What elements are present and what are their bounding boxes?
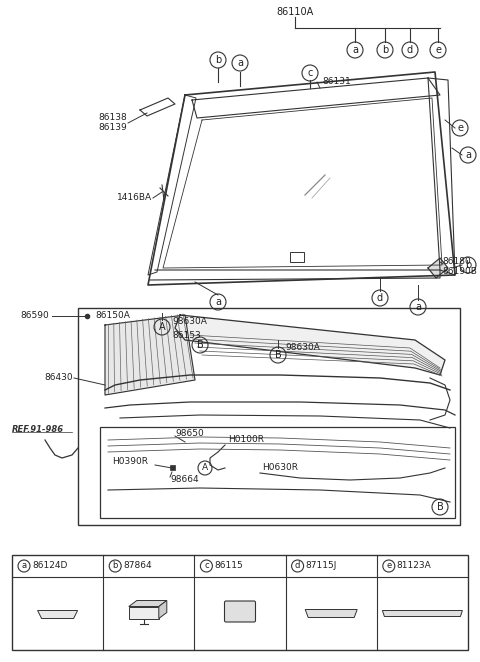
Text: 1416BA: 1416BA	[117, 193, 152, 203]
Text: e: e	[435, 45, 441, 55]
Text: 98630A: 98630A	[285, 344, 320, 352]
Polygon shape	[129, 600, 167, 606]
Text: 86110A: 86110A	[276, 7, 313, 17]
Text: a: a	[352, 45, 358, 55]
Text: 98650: 98650	[175, 428, 204, 438]
Text: 86131: 86131	[322, 77, 351, 87]
Text: e: e	[457, 123, 463, 133]
Text: 86180: 86180	[442, 258, 471, 267]
Text: d: d	[407, 45, 413, 55]
Text: H0100R: H0100R	[228, 436, 264, 444]
Text: b: b	[215, 55, 221, 65]
Text: b: b	[112, 561, 118, 571]
Text: 98664: 98664	[170, 475, 199, 485]
Text: 86153: 86153	[172, 330, 201, 340]
Text: 86124D: 86124D	[32, 561, 67, 571]
Text: d: d	[295, 561, 300, 571]
Text: 86190B: 86190B	[442, 267, 477, 277]
Polygon shape	[305, 610, 357, 618]
Text: 87115J: 87115J	[306, 561, 337, 571]
Text: c: c	[204, 561, 209, 571]
Text: b: b	[465, 260, 471, 270]
Polygon shape	[37, 610, 78, 618]
Polygon shape	[159, 600, 167, 618]
Text: e: e	[386, 561, 391, 571]
Text: c: c	[307, 68, 312, 78]
Text: A: A	[202, 463, 208, 473]
Text: H0630R: H0630R	[262, 463, 298, 473]
Text: a: a	[415, 302, 421, 312]
Text: a: a	[215, 297, 221, 307]
Text: 86115: 86115	[215, 561, 243, 571]
Text: 98630A: 98630A	[172, 318, 207, 326]
Text: 86150A: 86150A	[95, 312, 130, 320]
FancyBboxPatch shape	[225, 601, 255, 622]
Polygon shape	[428, 258, 448, 278]
Text: b: b	[382, 45, 388, 55]
Text: a: a	[22, 561, 26, 571]
Text: A: A	[159, 322, 165, 332]
Bar	[170, 465, 175, 470]
Text: 86430: 86430	[44, 373, 73, 383]
Polygon shape	[175, 315, 445, 375]
Polygon shape	[105, 315, 195, 395]
Bar	[78, 308, 460, 525]
Text: 81123A: 81123A	[397, 561, 432, 571]
Text: 86139: 86139	[98, 124, 127, 132]
Text: B: B	[275, 350, 281, 360]
Text: 86590: 86590	[20, 312, 49, 320]
Text: B: B	[197, 340, 204, 350]
Text: d: d	[377, 293, 383, 303]
Text: 86138: 86138	[98, 113, 127, 122]
Text: 87864: 87864	[123, 561, 152, 571]
Text: B: B	[437, 502, 444, 512]
Polygon shape	[129, 606, 159, 618]
Polygon shape	[383, 610, 462, 616]
Text: a: a	[465, 150, 471, 160]
Text: REF.91-986: REF.91-986	[12, 426, 64, 434]
Text: H0390R: H0390R	[112, 457, 148, 467]
Bar	[12, 555, 468, 650]
Bar	[290, 252, 304, 262]
Bar	[100, 427, 455, 518]
Text: a: a	[237, 58, 243, 68]
